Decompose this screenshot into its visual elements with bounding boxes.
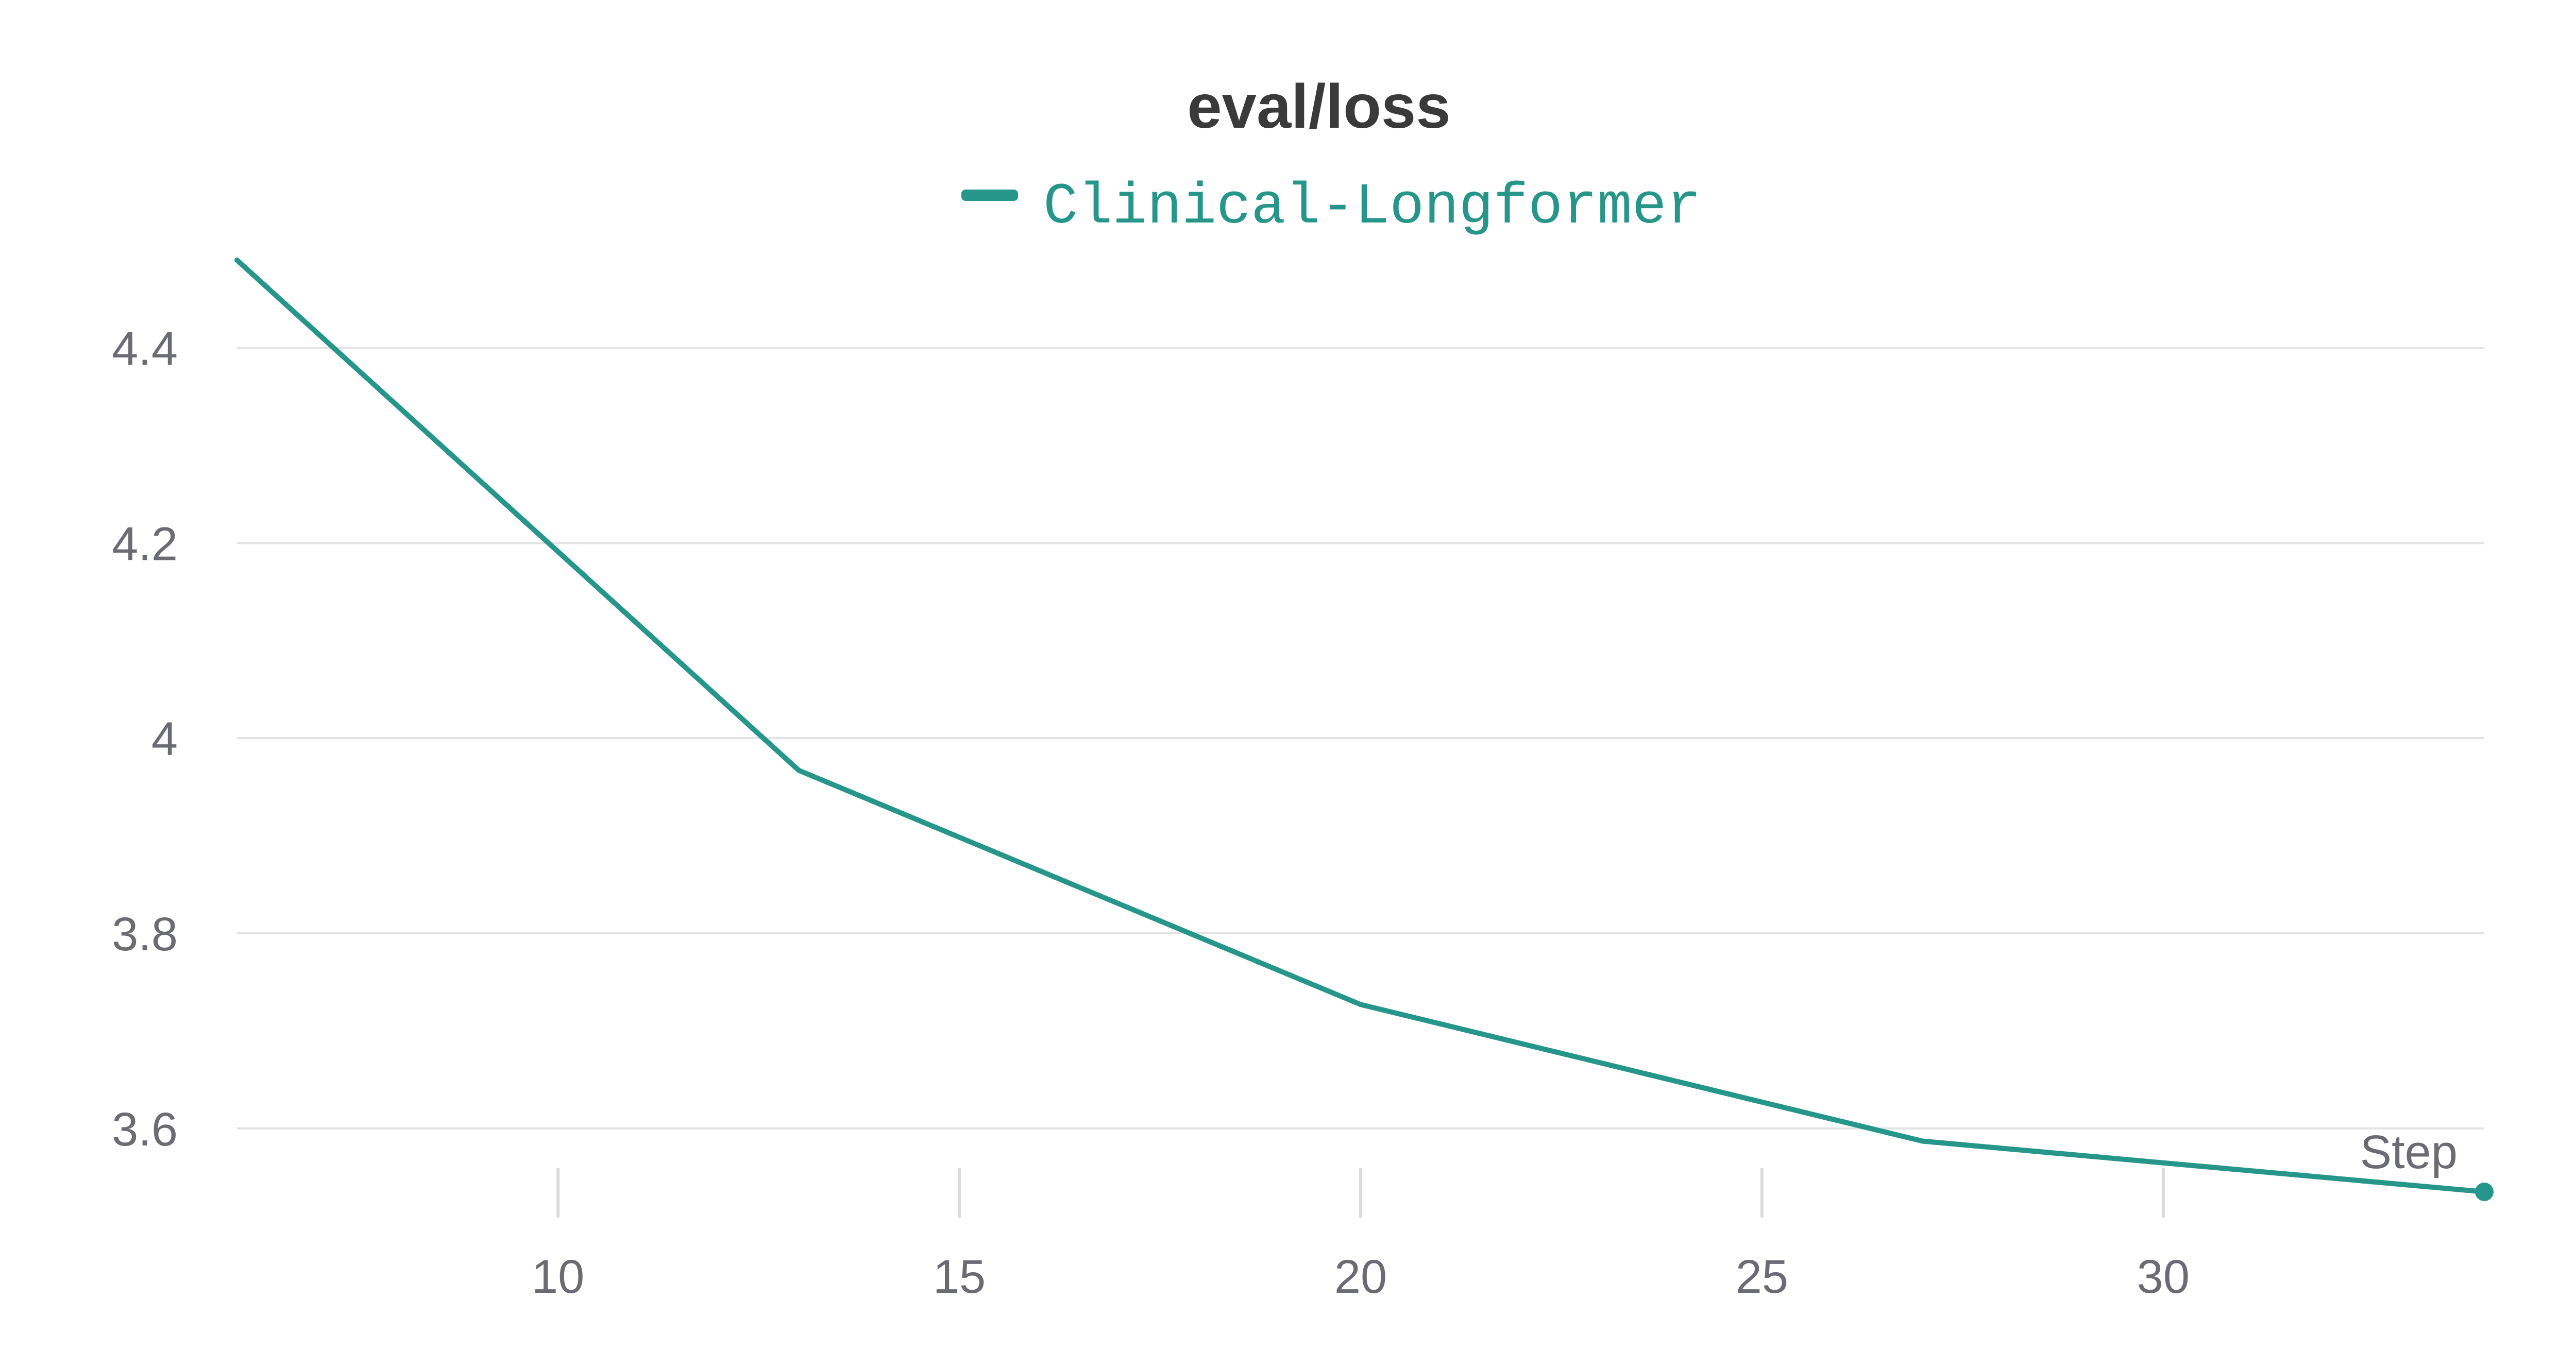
y-tick-label: 4 <box>151 713 178 765</box>
series-endpoint-marker[interactable] <box>2475 1183 2494 1201</box>
chart-title: eval/loss <box>1187 71 1450 141</box>
x-tick-label: 10 <box>532 1251 584 1303</box>
x-tick-label: 25 <box>1736 1251 1788 1303</box>
x-axis-ticks: 10 15 20 25 30 <box>532 1168 2190 1303</box>
x-axis-title: Step <box>2360 1126 2458 1178</box>
x-tick-label: 20 <box>1334 1251 1387 1303</box>
series-layer <box>234 258 2494 1201</box>
y-tick-label: 4.2 <box>112 518 178 570</box>
y-tick-label: 3.6 <box>112 1103 178 1156</box>
y-tick-label: 3.8 <box>112 908 178 961</box>
x-tick-label: 15 <box>933 1251 986 1303</box>
y-tick-label: 4.4 <box>112 322 178 375</box>
y-axis-ticks: 3.6 3.8 4 4.2 4.4 <box>112 322 178 1155</box>
legend[interactable]: Clinical-Longformer <box>961 175 1701 240</box>
gridlines <box>237 347 2484 1130</box>
x-tick-label: 30 <box>2137 1251 2190 1303</box>
legend-label: Clinical-Longformer <box>1043 175 1701 240</box>
series-line[interactable] <box>234 258 2487 1194</box>
legend-swatch <box>961 190 1018 201</box>
